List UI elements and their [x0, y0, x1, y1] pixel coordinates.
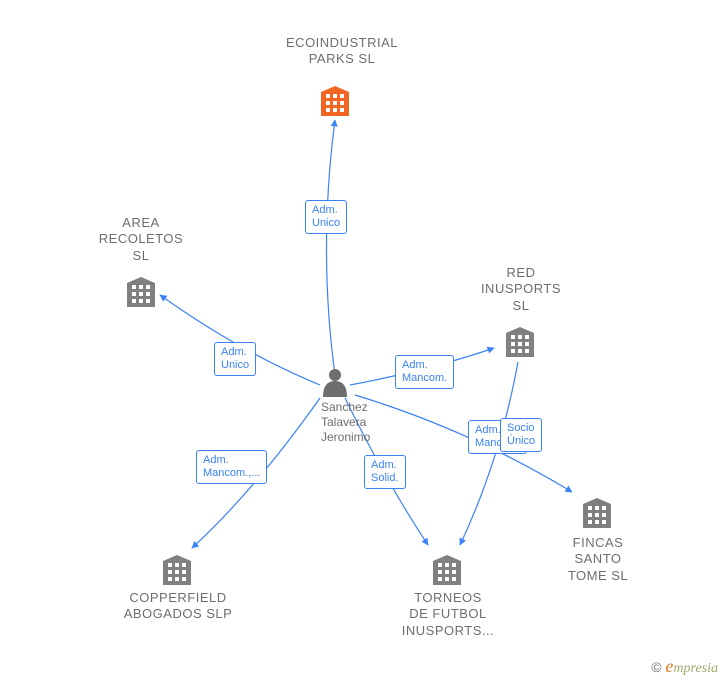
node-label-torneos: TORNEOS DE FUTBOL INUSPORTS...: [393, 590, 503, 639]
brand-logo: empresia: [665, 661, 718, 676]
edge-label-center-area_recoletos: Adm. Unico: [214, 342, 256, 376]
edge-label-center-ecoindustrial: Adm. Unico: [305, 200, 347, 234]
building-icon-red_inusports: [506, 327, 534, 357]
node-label-ecoindustrial: ECOINDUSTRIAL PARKS SL: [267, 35, 417, 68]
building-icon-fincas: [583, 498, 611, 528]
brand-rest: mpresia: [673, 661, 718, 676]
node-label-area_recoletos: AREA RECOLETOS SL: [86, 215, 196, 264]
building-icon-ecoindustrial: [321, 86, 349, 116]
copyright-symbol: ©: [651, 659, 661, 675]
center-person-label: Sanchez Talavera Jeronimo: [321, 400, 370, 445]
edge-label-center-fincas: Socio Único: [500, 418, 542, 452]
edge-label-center-copperfield: Adm. Mancom.,...: [196, 450, 267, 484]
building-icon-area_recoletos: [127, 277, 155, 307]
copyright: © empresia: [651, 656, 718, 677]
building-icon-torneos: [433, 555, 461, 585]
node-label-red_inusports: RED INUSPORTS SL: [476, 265, 566, 314]
edge-label-center-red_inusports: Adm. Mancom.: [395, 355, 454, 389]
edge-center-ecoindustrial: [327, 120, 336, 375]
building-icon-copperfield: [163, 555, 191, 585]
node-label-fincas: FINCAS SANTO TOME SL: [553, 535, 643, 584]
node-label-copperfield: COPPERFIELD ABOGADOS SLP: [108, 590, 248, 623]
person-icon: [323, 369, 347, 397]
edge-label-center-torneos: Adm. Solid.: [364, 455, 406, 489]
